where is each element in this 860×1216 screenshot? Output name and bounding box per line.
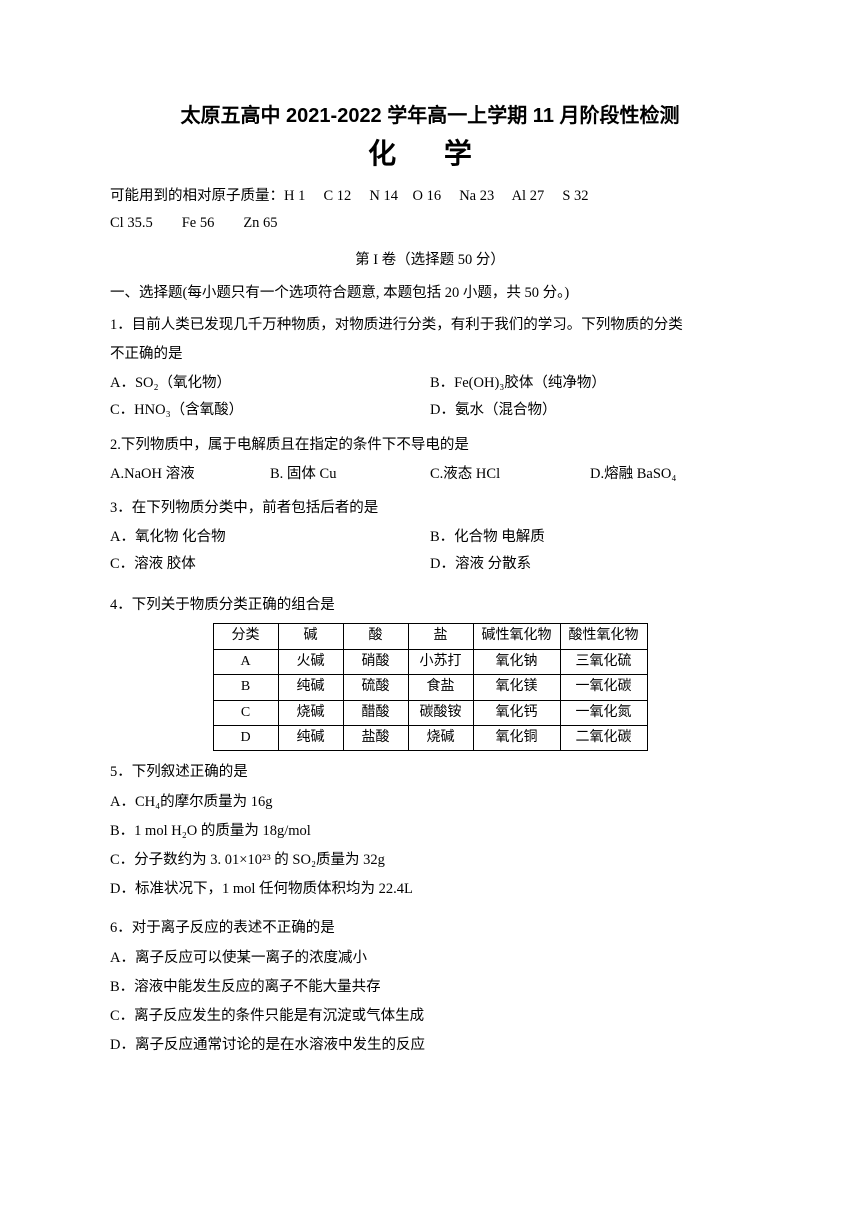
question-2: 2.下列物质中，属于电解质且在指定的条件下不导电的是 A.NaOH 溶液 B. … bbox=[110, 434, 750, 486]
section-instruction: 一、选择题(每小题只有一个选项符合题意, 本题包括 20 小题，共 50 分。) bbox=[110, 282, 750, 305]
q3-option-a: A．氧化物 化合物 bbox=[110, 526, 430, 549]
q1-option-c: C．HNO₃（含氧酸） bbox=[110, 399, 430, 422]
q4-th-2: 酸 bbox=[343, 624, 408, 649]
q4-th-1: 碱 bbox=[278, 624, 343, 649]
table-cell: 醋酸 bbox=[343, 700, 408, 725]
q3-text: 3．在下列物质分类中，前者包括后者的是 bbox=[110, 497, 750, 520]
table-cell: 二氧化碳 bbox=[560, 725, 647, 750]
q5-option-c: C．分子数约为 3. 01×10²³ 的 SO₂质量为 32g bbox=[110, 849, 750, 872]
table-cell: 一氧化氮 bbox=[560, 700, 647, 725]
atomic-mass-line1: 可能用到的相对原子质量：H 1 C 12 N 14 O 16 Na 23 Al … bbox=[110, 185, 750, 208]
table-cell: 纯碱 bbox=[278, 675, 343, 700]
q5-option-b: B．1 mol H₂O 的质量为 18g/mol bbox=[110, 820, 750, 843]
table-cell: 碳酸铵 bbox=[408, 700, 473, 725]
atomic-mass-line2: Cl 35.5 Fe 56 Zn 65 bbox=[110, 212, 750, 235]
question-4: 4．下列关于物质分类正确的组合是 分类 碱 酸 盐 碱性氧化物 酸性氧化物 A火… bbox=[110, 594, 750, 751]
table-cell: 氧化铜 bbox=[473, 725, 560, 750]
exam-title: 太原五高中 2021-2022 学年高一上学期 11 月阶段性检测 bbox=[110, 100, 750, 132]
q4-th-0: 分类 bbox=[213, 624, 278, 649]
q3-option-c: C．溶液 胶体 bbox=[110, 553, 430, 576]
q6-option-d: D．离子反应通常讨论的是在水溶液中发生的反应 bbox=[110, 1034, 750, 1057]
q2-option-b: B. 固体 Cu bbox=[270, 463, 430, 486]
q1-text-line1: 1．目前人类已发现几千万种物质，对物质进行分类，有利于我们的学习。下列物质的分类 bbox=[110, 314, 750, 337]
q2-option-a: A.NaOH 溶液 bbox=[110, 463, 270, 486]
q4-table-body: A火碱硝酸小苏打氧化钠三氧化硫B纯碱硫酸食盐氧化镁一氧化碳C烧碱醋酸碳酸铵氧化钙… bbox=[213, 649, 647, 751]
q5-option-d: D．标准状况下，1 mol 任何物质体积均为 22.4L bbox=[110, 878, 750, 901]
q1-option-d: D．氨水（混合物） bbox=[430, 399, 750, 422]
table-cell: 三氧化硫 bbox=[560, 649, 647, 674]
table-cell: 食盐 bbox=[408, 675, 473, 700]
question-5: 5．下列叙述正确的是 A．CH₄的摩尔质量为 16g B．1 mol H₂O 的… bbox=[110, 761, 750, 901]
table-cell: 小苏打 bbox=[408, 649, 473, 674]
q4-table-header-row: 分类 碱 酸 盐 碱性氧化物 酸性氧化物 bbox=[213, 624, 647, 649]
q2-text: 2.下列物质中，属于电解质且在指定的条件下不导电的是 bbox=[110, 434, 750, 457]
table-cell: 硝酸 bbox=[343, 649, 408, 674]
q4-th-4: 碱性氧化物 bbox=[473, 624, 560, 649]
q4-table: 分类 碱 酸 盐 碱性氧化物 酸性氧化物 A火碱硝酸小苏打氧化钠三氧化硫B纯碱硫… bbox=[213, 623, 648, 751]
q6-option-b: B．溶液中能发生反应的离子不能大量共存 bbox=[110, 976, 750, 999]
table-row: D纯碱盐酸烧碱氧化铜二氧化碳 bbox=[213, 725, 647, 750]
table-cell: 氧化镁 bbox=[473, 675, 560, 700]
table-cell: D bbox=[213, 725, 278, 750]
q1-text-line2: 不正确的是 bbox=[110, 343, 750, 366]
question-3: 3．在下列物质分类中，前者包括后者的是 A．氧化物 化合物 B．化合物 电解质 … bbox=[110, 497, 750, 581]
q3-option-d: D．溶液 分散系 bbox=[430, 553, 750, 576]
table-cell: 纯碱 bbox=[278, 725, 343, 750]
q3-option-b: B．化合物 电解质 bbox=[430, 526, 750, 549]
q1-option-a: A．SO₂（氧化物） bbox=[110, 372, 430, 395]
table-cell: 氧化钠 bbox=[473, 649, 560, 674]
question-1: 1．目前人类已发现几千万种物质，对物质进行分类，有利于我们的学习。下列物质的分类… bbox=[110, 314, 750, 427]
atomic-mass-values-1: H 1 C 12 N 14 O 16 Na 23 Al 27 S 32 bbox=[284, 188, 589, 204]
q6-option-c: C．离子反应发生的条件只能是有沉淀或气体生成 bbox=[110, 1005, 750, 1028]
q6-text: 6．对于离子反应的表述不正确的是 bbox=[110, 917, 750, 940]
table-cell: 一氧化碳 bbox=[560, 675, 647, 700]
table-cell: 烧碱 bbox=[408, 725, 473, 750]
q6-option-a: A．离子反应可以使某一离子的浓度减小 bbox=[110, 947, 750, 970]
table-row: B纯碱硫酸食盐氧化镁一氧化碳 bbox=[213, 675, 647, 700]
q4-text: 4．下列关于物质分类正确的组合是 bbox=[110, 594, 750, 617]
table-row: C烧碱醋酸碳酸铵氧化钙一氧化氮 bbox=[213, 700, 647, 725]
atomic-mass-label: 可能用到的相对原子质量： bbox=[110, 188, 284, 204]
q4-th-5: 酸性氧化物 bbox=[560, 624, 647, 649]
q1-option-b: B．Fe(OH)₃胶体（纯净物） bbox=[430, 372, 750, 395]
q5-text: 5．下列叙述正确的是 bbox=[110, 761, 750, 784]
q2-option-c: C.液态 HCl bbox=[430, 463, 590, 486]
table-cell: 盐酸 bbox=[343, 725, 408, 750]
table-cell: B bbox=[213, 675, 278, 700]
table-row: A火碱硝酸小苏打氧化钠三氧化硫 bbox=[213, 649, 647, 674]
subject-title: 化 学 bbox=[110, 132, 750, 177]
table-cell: C bbox=[213, 700, 278, 725]
table-cell: 氧化钙 bbox=[473, 700, 560, 725]
table-cell: A bbox=[213, 649, 278, 674]
table-cell: 烧碱 bbox=[278, 700, 343, 725]
table-cell: 火碱 bbox=[278, 649, 343, 674]
q2-option-d: D.熔融 BaSO₄ bbox=[590, 463, 750, 486]
q4-th-3: 盐 bbox=[408, 624, 473, 649]
question-6: 6．对于离子反应的表述不正确的是 A．离子反应可以使某一离子的浓度减小 B．溶液… bbox=[110, 917, 750, 1057]
section-1-header: 第 I 卷（选择题 50 分） bbox=[110, 249, 750, 272]
table-cell: 硫酸 bbox=[343, 675, 408, 700]
q5-option-a: A．CH₄的摩尔质量为 16g bbox=[110, 791, 750, 814]
